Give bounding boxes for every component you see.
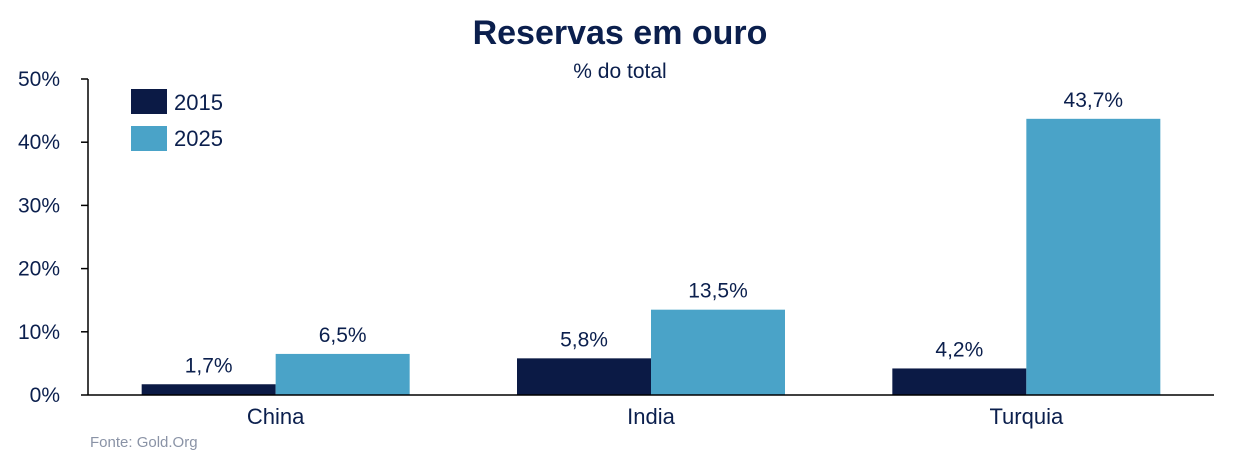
legend-swatch-2025 (131, 126, 167, 151)
y-tick-label: 40% (18, 131, 60, 154)
y-tick-label: 30% (18, 194, 60, 217)
y-tick-label: 20% (18, 258, 60, 281)
bar-china-2025 (275, 353, 410, 395)
bar-china-2015 (141, 384, 276, 395)
bar-india-2015 (517, 358, 651, 395)
source-note: Fonte: Gold.Org (90, 434, 198, 451)
data-label-turquia-2025: 43,7% (1064, 89, 1124, 112)
data-label-china-2015: 1,7% (185, 354, 233, 377)
bar-turquia-2015 (892, 368, 1027, 395)
legend: 2015 2025 (131, 89, 223, 151)
y-tick-label: 0% (30, 384, 60, 407)
data-label-china-2025: 6,5% (319, 324, 367, 347)
bar-turquia-2025 (1026, 118, 1161, 395)
y-tick-label: 10% (18, 321, 60, 344)
data-labels: 1,7% 6,5% 5,8% 13,5% 4,2% 43,7% (185, 89, 1123, 377)
data-label-india-2015: 5,8% (560, 328, 608, 351)
legend-label-2025: 2025 (174, 126, 223, 151)
chart-title: Reservas em ouro (473, 14, 768, 52)
x-tick-label-china: China (247, 404, 305, 429)
x-axis: China India Turquia (88, 394, 1214, 429)
legend-label-2015: 2015 (174, 90, 223, 115)
chart-subtitle: % do total (573, 60, 666, 83)
legend-swatch-2015 (131, 89, 167, 114)
y-axis: 0% 10% 20% 30% 40% 50% (18, 68, 89, 407)
bar-india-2025 (651, 309, 785, 395)
x-tick-label-turquia: Turquia (989, 404, 1064, 429)
data-label-india-2025: 13,5% (688, 280, 748, 303)
data-label-turquia-2015: 4,2% (935, 338, 983, 361)
y-tick-label: 50% (18, 68, 60, 91)
bars (141, 118, 1161, 395)
x-tick-label-india: India (627, 404, 675, 429)
